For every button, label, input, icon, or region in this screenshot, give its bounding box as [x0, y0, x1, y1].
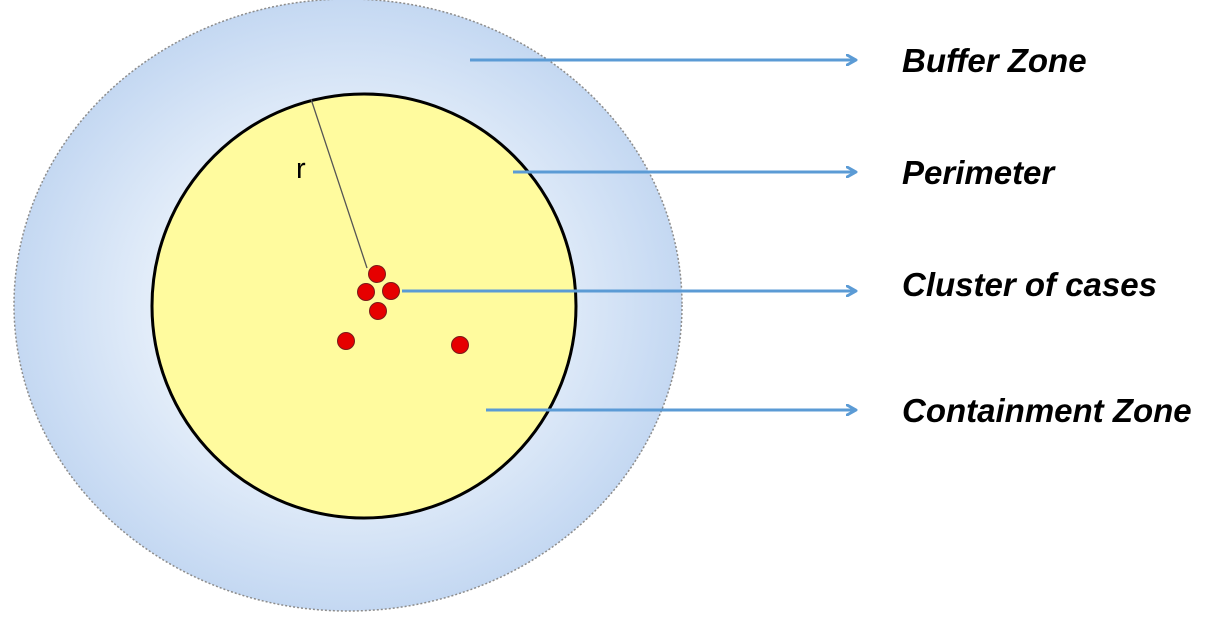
case-markers [337, 265, 469, 354]
radius-label: r [296, 153, 306, 185]
perimeter-label: Perimeter [902, 154, 1055, 191]
case-marker [357, 283, 375, 301]
case-marker [382, 282, 400, 300]
case-marker [369, 302, 387, 320]
cluster-of-cases-label: Cluster of cases [902, 266, 1157, 303]
callout-arrows [402, 60, 856, 410]
containment-zone-label: Containment Zone [902, 392, 1192, 429]
containment-zone-perimeter [150, 92, 578, 520]
case-marker [337, 332, 355, 350]
buffer-zone-label: Buffer Zone [902, 42, 1087, 79]
case-marker [451, 336, 469, 354]
case-marker [368, 265, 386, 283]
radius-line [310, 98, 368, 269]
